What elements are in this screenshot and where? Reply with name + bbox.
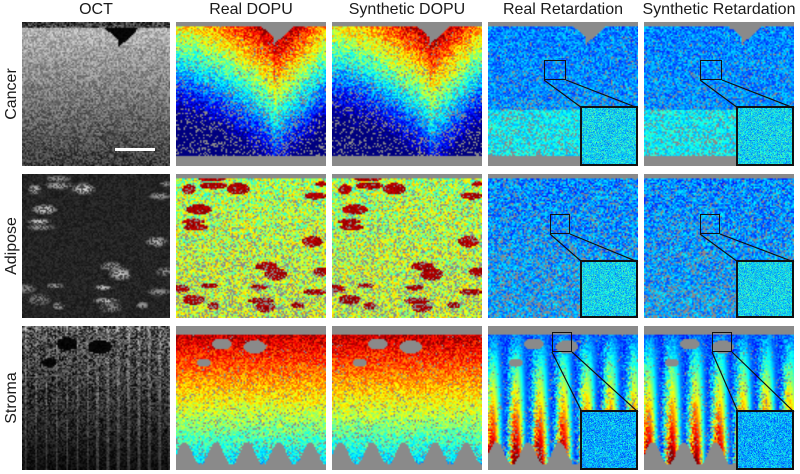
column-title-real-dopu: Real DOPU <box>209 1 293 18</box>
zoom-inset-real-retardation-stroma-canvas <box>582 412 636 468</box>
real-dopu-image-adipose <box>176 174 326 318</box>
zoom-inset-synthetic-retardation-cancer <box>736 106 794 166</box>
roi-box-synthetic-retardation-adipose <box>700 214 720 234</box>
real-dopu-image-cancer <box>176 22 326 166</box>
column-title-synthetic-dopu: Synthetic DOPU <box>348 1 466 18</box>
zoom-inset-real-retardation-cancer <box>580 106 638 166</box>
column-title-synthetic-retardation: Synthetic Retardation <box>642 1 796 18</box>
zoom-inset-real-retardation-stroma <box>580 410 638 470</box>
scale-bar <box>115 148 155 151</box>
zoom-inset-real-retardation-cancer-canvas <box>582 108 636 164</box>
row-title-stroma: Stroma <box>3 372 20 424</box>
real-dopu-image-adipose-canvas <box>176 174 326 318</box>
oct-image-cancer <box>22 22 170 166</box>
zoom-inset-synthetic-retardation-stroma <box>736 410 794 470</box>
roi-box-synthetic-retardation-cancer <box>700 60 722 80</box>
oct-image-adipose-canvas <box>22 174 170 318</box>
zoom-inset-synthetic-retardation-adipose <box>736 260 794 318</box>
roi-box-real-retardation-stroma <box>552 332 572 352</box>
zoom-inset-synthetic-retardation-stroma-canvas <box>738 412 792 468</box>
synthetic-dopu-image-cancer-canvas <box>332 22 482 166</box>
zoom-inset-synthetic-retardation-adipose-canvas <box>738 262 792 316</box>
real-dopu-image-stroma-canvas <box>176 326 326 470</box>
roi-box-real-retardation-cancer <box>544 60 566 80</box>
zoom-inset-real-retardation-adipose-canvas <box>582 262 636 316</box>
oct-image-stroma-canvas <box>22 326 170 470</box>
oct-image-cancer-canvas <box>22 22 170 166</box>
zoom-inset-synthetic-retardation-cancer-canvas <box>738 108 792 164</box>
zoom-inset-real-retardation-adipose <box>580 260 638 318</box>
row-title-cancer: Cancer <box>3 68 20 120</box>
synthetic-dopu-image-adipose <box>332 174 482 318</box>
column-title-real-retardation: Real Retardation <box>502 1 624 18</box>
oct-image-adipose <box>22 174 170 318</box>
synthetic-dopu-image-adipose-canvas <box>332 174 482 318</box>
synthetic-dopu-image-stroma-canvas <box>332 326 482 470</box>
oct-image-stroma <box>22 326 170 470</box>
synthetic-dopu-image-cancer <box>332 22 482 166</box>
roi-box-real-retardation-adipose <box>550 214 570 234</box>
synthetic-dopu-image-stroma <box>332 326 482 470</box>
real-dopu-image-stroma <box>176 326 326 470</box>
row-title-adipose: Adipose <box>3 217 20 275</box>
real-dopu-image-cancer-canvas <box>176 22 326 166</box>
roi-box-synthetic-retardation-stroma <box>712 332 732 352</box>
column-title-oct: OCT <box>79 1 113 18</box>
